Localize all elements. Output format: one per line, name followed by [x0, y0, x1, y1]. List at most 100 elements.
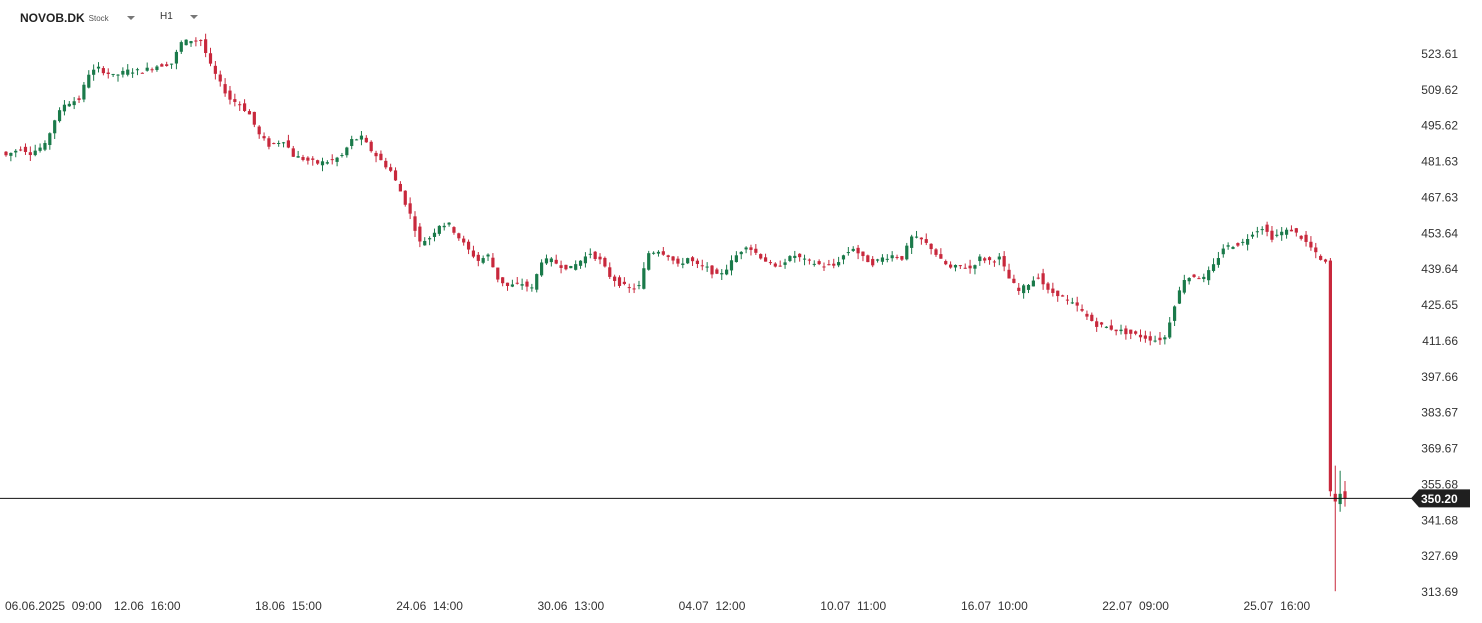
candle-down [1002, 256, 1006, 267]
candle-down [238, 104, 242, 106]
candle-down [496, 267, 500, 280]
candle-down [759, 254, 763, 259]
candle-up [802, 258, 807, 260]
candle-down [1124, 328, 1128, 335]
candle-down [1138, 334, 1143, 338]
candle-up [72, 101, 76, 106]
time-axis-tick-label: 30.06 13:00 [537, 599, 604, 613]
candle-down [1075, 302, 1079, 306]
candle-down [1323, 259, 1328, 262]
candle-down [403, 190, 407, 205]
candle-down [924, 239, 928, 243]
candle-up [437, 225, 441, 234]
candle-up [1338, 493, 1342, 505]
candle-up [1207, 270, 1211, 281]
candle-up [9, 152, 13, 156]
candle-down [559, 265, 563, 268]
candle-down [199, 40, 203, 42]
candle-down [1129, 329, 1133, 334]
candle-up [43, 143, 47, 150]
candle-up [1119, 329, 1123, 332]
time-axis-tick-label: 06.06.2025 09:00 [5, 599, 102, 613]
candle-up [978, 256, 982, 262]
time-axis-tick-label: 24.06 14:00 [396, 599, 463, 613]
candle-up [734, 255, 738, 263]
candle-down [77, 98, 81, 100]
candle-down [1134, 331, 1138, 334]
candle-up [14, 150, 18, 153]
candle-up [890, 255, 894, 259]
candle-down [939, 254, 943, 259]
candle-down [1333, 493, 1337, 502]
candle-down [1085, 313, 1089, 317]
price-axis-tick-label: 341.68 [1421, 513, 1458, 527]
price-axis-tick-label: 425.65 [1421, 298, 1458, 312]
time-axis-tick-label: 12.06 16:00 [114, 599, 181, 613]
candles-layer [4, 33, 1347, 592]
candle-up [705, 266, 709, 268]
candle-up [57, 110, 62, 122]
candle-down [1343, 491, 1347, 499]
candle-down [773, 263, 777, 267]
candle-up [510, 284, 514, 287]
candle-down [213, 65, 217, 74]
symbol-selector[interactable]: NOVOB.DK Stock [20, 11, 135, 25]
candle-up [1031, 280, 1035, 287]
time-axis[interactable]: 06.06.2025 09:00 12.06 16:00 18.06 15:00 24… [5, 599, 1311, 613]
candle-up [1226, 245, 1230, 247]
candle-down [1294, 228, 1298, 233]
candle-down [369, 141, 373, 152]
chevron-down-icon [126, 16, 135, 20]
candle-down [827, 264, 831, 266]
candle-up [130, 72, 135, 74]
candle-up [725, 269, 729, 275]
candle-down [106, 72, 110, 74]
candle-down [1090, 314, 1094, 321]
timeframe-selector[interactable]: H1 [160, 11, 198, 22]
candle-up [651, 252, 656, 254]
candle-down [476, 254, 480, 261]
price-axis-tick-label: 453.64 [1421, 226, 1458, 240]
candle-up [277, 142, 281, 144]
candle-down [944, 261, 948, 265]
price-axis-tick-label: 411.66 [1422, 334, 1458, 348]
candle-up [788, 256, 792, 261]
candle-down [306, 157, 310, 161]
time-axis-tick-label: 04.07 12:00 [679, 599, 746, 613]
candle-up [1163, 337, 1167, 340]
candle-down [491, 257, 495, 268]
candle-up [48, 133, 52, 145]
candle-down [1060, 295, 1065, 297]
candle-down [1007, 269, 1011, 279]
candle-down [987, 257, 992, 261]
candle-up [812, 263, 816, 265]
candle-down [1328, 260, 1332, 492]
candle-down [515, 282, 519, 284]
candle-up [574, 264, 578, 270]
price-axis[interactable]: 523.61 509.62 495.62 481.63 467.63 453.64 439.… [1421, 47, 1458, 599]
candle-down [895, 256, 899, 258]
candle-up [155, 66, 159, 70]
candle-down [389, 167, 393, 171]
candle-up [62, 104, 67, 112]
candle-up [656, 251, 661, 254]
candle-up [905, 245, 909, 260]
time-axis-tick-label: 25.07 16:00 [1243, 599, 1310, 613]
candle-up [135, 69, 140, 71]
candle-up [578, 260, 583, 266]
candle-down [28, 152, 32, 156]
candle-down [286, 140, 291, 148]
candle-down [661, 251, 665, 255]
candle-down [19, 149, 23, 151]
candle-down [1056, 290, 1060, 297]
candle-down [228, 90, 232, 100]
price-axis-tick-label: 495.62 [1421, 119, 1458, 133]
candle-up [875, 259, 880, 261]
candle-down [525, 281, 529, 287]
candle-down [1080, 309, 1084, 311]
candle-down [1012, 278, 1016, 283]
candle-up [914, 236, 919, 238]
candle-up [345, 147, 349, 156]
candle-down [871, 258, 875, 266]
